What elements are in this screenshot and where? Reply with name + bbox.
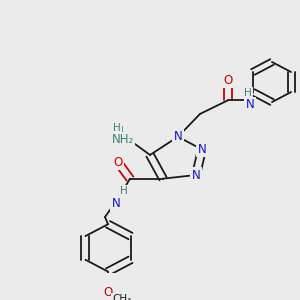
Text: N: N — [174, 130, 182, 143]
Text: O: O — [113, 156, 123, 169]
Text: H: H — [244, 88, 252, 98]
Text: N: N — [192, 169, 200, 182]
Text: N: N — [198, 143, 206, 156]
Text: O: O — [224, 74, 232, 87]
Text: H: H — [113, 123, 121, 133]
Text: NH₂: NH₂ — [112, 136, 134, 150]
Text: CH₃: CH₃ — [112, 294, 132, 300]
Text: H: H — [120, 186, 128, 197]
Text: H: H — [116, 126, 124, 136]
Text: N: N — [246, 98, 254, 111]
Text: N: N — [112, 197, 120, 210]
Text: O: O — [103, 286, 112, 299]
Text: NH₂: NH₂ — [112, 133, 134, 146]
